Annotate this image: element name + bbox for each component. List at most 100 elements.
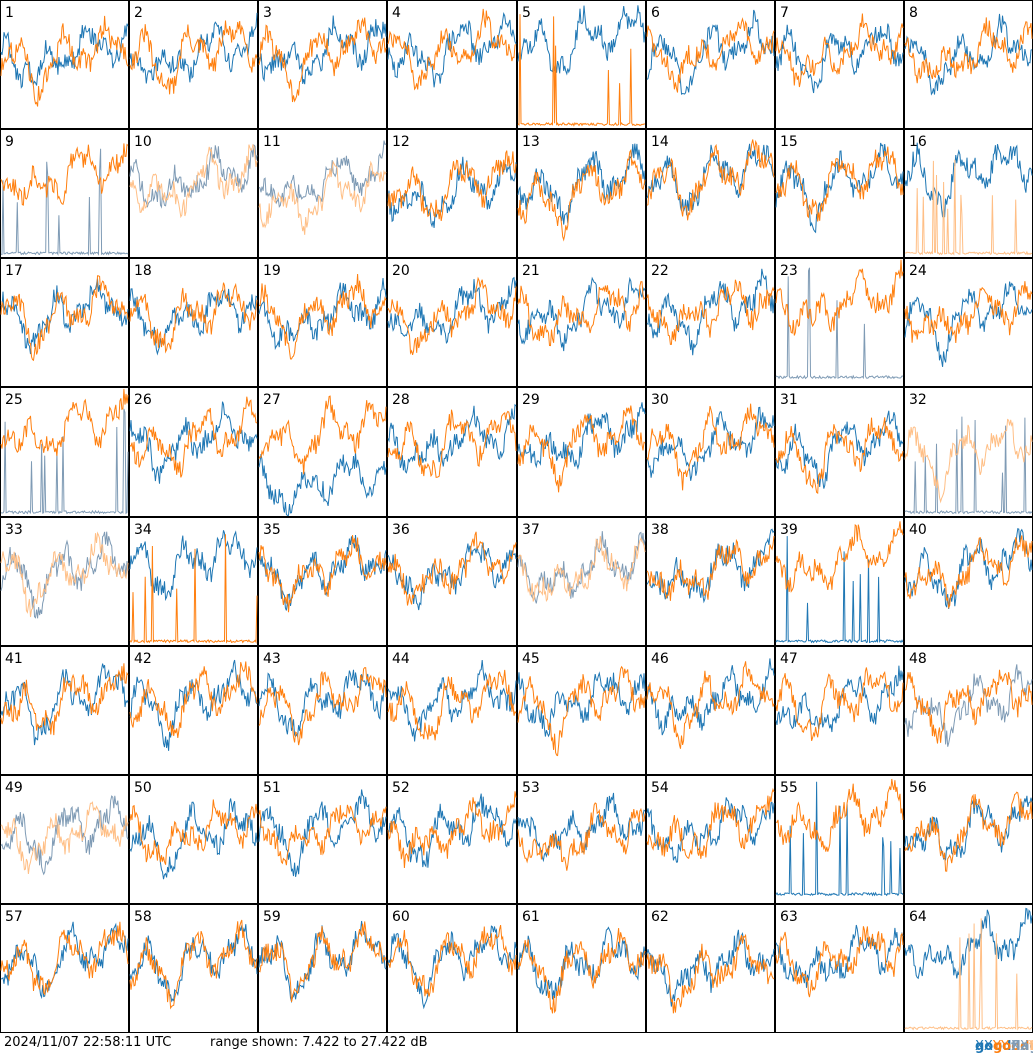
series-yy-panel-44 — [387, 669, 517, 741]
panel-label: 4 — [392, 5, 401, 21]
panel-label: 16 — [909, 134, 927, 150]
panel-15: 15 — [775, 129, 904, 258]
series-yy-panel-12 — [387, 150, 517, 221]
series-yy-panel-1 — [0, 15, 129, 107]
series-yy-panel-58 — [129, 919, 258, 1010]
panel-7: 7 — [775, 0, 904, 129]
series-xx-panel-9 — [0, 148, 129, 257]
panel-38: 38 — [646, 517, 775, 646]
panel-13: 13 — [517, 129, 646, 258]
panel-39: 39 — [775, 517, 904, 646]
panel-label: 36 — [392, 522, 410, 538]
series-xx-panel-52 — [387, 793, 517, 868]
panel-29: 29 — [517, 387, 646, 517]
panel-label: 5 — [522, 5, 531, 21]
series-yy-panel-6 — [646, 17, 775, 93]
panel-label: 12 — [392, 134, 410, 150]
panel-label: 44 — [392, 651, 410, 667]
panel-label: 55 — [780, 780, 798, 796]
panel-label: 15 — [780, 134, 798, 150]
panel-label: 43 — [263, 651, 281, 667]
panel-40: 40 — [904, 517, 1033, 646]
panel-label: 14 — [651, 134, 669, 150]
series-yy-panel-37 — [517, 535, 646, 603]
panel-34: 34 — [129, 517, 258, 646]
panel-label: 64 — [909, 909, 927, 925]
panel-frame — [387, 904, 517, 1033]
panel-label: 41 — [5, 651, 23, 667]
series-yy-panel-57 — [0, 921, 129, 996]
series-yy-panel-60 — [387, 924, 517, 997]
series-yy-panel-62 — [646, 933, 775, 1014]
series-xx-panel-44 — [387, 659, 517, 742]
panel-27: 27 — [258, 387, 387, 517]
series-xx-panel-16 — [904, 142, 1033, 218]
panel-label: 50 — [134, 780, 152, 796]
series-yy-panel-25 — [0, 388, 129, 456]
series-yy-panel-31 — [775, 417, 904, 495]
series-yy-panel-53 — [517, 802, 646, 871]
panel-label: 18 — [134, 263, 152, 279]
series-yy-panel-18 — [129, 282, 258, 354]
panel-33: 33 — [0, 517, 129, 646]
series-yy-panel-14 — [646, 139, 775, 221]
panel-57: 57 — [0, 904, 129, 1033]
series-yy-panel-30 — [646, 403, 775, 491]
panel-32: 32 — [904, 387, 1033, 517]
series-xx-panel-36 — [387, 542, 517, 611]
series-yy-panel-29 — [517, 405, 646, 493]
series-yy-panel-47 — [775, 667, 904, 742]
panel-label: 22 — [651, 263, 669, 279]
panel-label: 8 — [909, 5, 918, 21]
panel-label: 26 — [134, 392, 152, 408]
panel-16: 16 — [904, 129, 1033, 258]
series-yy-panel-40 — [904, 535, 1033, 610]
range-shown: range shown: 7.422 to 27.422 dB — [210, 1035, 428, 1050]
panel-label: 47 — [780, 651, 798, 667]
panel-63: 63 — [775, 904, 904, 1033]
series-xx-panel-29 — [517, 402, 646, 470]
panel-53: 53 — [517, 775, 646, 904]
panel-21: 21 — [517, 258, 646, 387]
panel-label: 1 — [5, 5, 14, 21]
panel-36: 36 — [387, 517, 517, 646]
panel-label: 11 — [263, 134, 281, 150]
panel-9: 9 — [0, 129, 129, 258]
panel-frame — [775, 129, 904, 258]
series-yy-panel-21 — [517, 281, 646, 347]
series-yy-panel-63 — [775, 926, 904, 998]
series-yy-panel-17 — [0, 275, 129, 362]
series-yy-panel-46 — [646, 661, 775, 749]
series-xx-panel-45 — [517, 671, 646, 738]
panel-30: 30 — [646, 387, 775, 517]
series-xx-panel-35 — [258, 534, 387, 611]
panel-43: 43 — [258, 646, 387, 775]
series-xx-panel-25 — [0, 408, 129, 515]
panel-18: 18 — [129, 258, 258, 387]
panel-50: 50 — [129, 775, 258, 904]
panel-label: 19 — [263, 263, 281, 279]
panel-frame — [517, 129, 646, 258]
panel-60: 60 — [387, 904, 517, 1033]
panel-55: 55 — [775, 775, 904, 904]
panel-frame — [387, 0, 517, 129]
panel-5: 5 — [517, 0, 646, 129]
panel-label: 56 — [909, 780, 927, 796]
panel-label: 61 — [522, 909, 540, 925]
panel-61: 61 — [517, 904, 646, 1033]
panel-label: 28 — [392, 392, 410, 408]
panel-label: 52 — [392, 780, 410, 796]
panel-label: 9 — [5, 134, 14, 150]
series-xx-panel-12 — [387, 156, 517, 228]
panel-label: 32 — [909, 392, 927, 408]
panel-label: 63 — [780, 909, 798, 925]
panel-59: 59 — [258, 904, 387, 1033]
panel-frame — [129, 129, 258, 258]
panel-64: 64 — [904, 904, 1033, 1033]
series-xx-panel-37 — [517, 531, 646, 604]
panel-label: 37 — [522, 522, 540, 538]
panel-label: 54 — [651, 780, 669, 796]
panel-23: 23 — [775, 258, 904, 387]
panel-37: 37 — [517, 517, 646, 646]
panel-frame — [0, 387, 129, 517]
